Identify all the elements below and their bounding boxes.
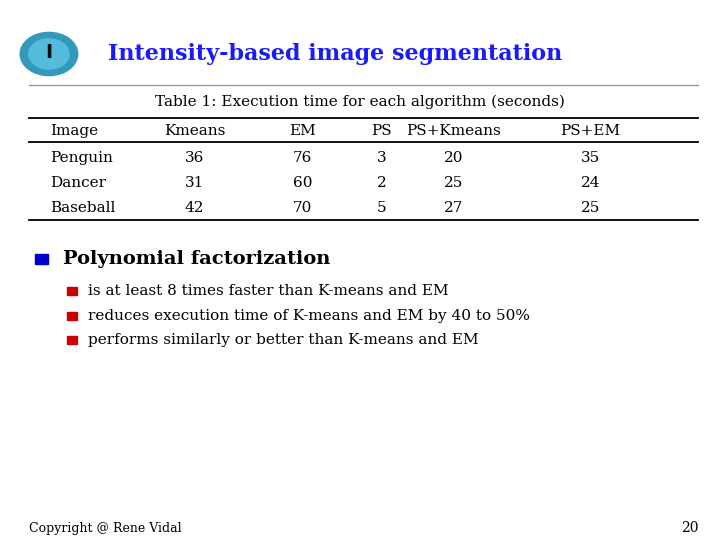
Circle shape: [29, 39, 69, 69]
Text: 60: 60: [292, 176, 312, 190]
Text: PS+EM: PS+EM: [560, 124, 621, 138]
Text: Copyright @ Rene Vidal: Copyright @ Rene Vidal: [29, 522, 181, 535]
Text: 20: 20: [444, 151, 464, 165]
Text: 25: 25: [444, 176, 463, 190]
Circle shape: [20, 32, 78, 76]
Bar: [67, 312, 77, 320]
Text: Image: Image: [50, 124, 99, 138]
Text: Kmeans: Kmeans: [163, 124, 225, 138]
Text: 70: 70: [293, 201, 312, 215]
Text: Baseball: Baseball: [50, 201, 116, 215]
Text: Dancer: Dancer: [50, 176, 107, 190]
Text: PS: PS: [372, 124, 392, 138]
Text: 5: 5: [377, 201, 387, 215]
Text: 3: 3: [377, 151, 387, 165]
Text: 27: 27: [444, 201, 463, 215]
Bar: [67, 336, 77, 344]
Text: Intensity-based image segmentation: Intensity-based image segmentation: [108, 43, 562, 65]
Text: Polynomial factorization: Polynomial factorization: [63, 250, 330, 268]
Text: 31: 31: [185, 176, 204, 190]
Text: PS+Kmeans: PS+Kmeans: [406, 124, 501, 138]
Text: 76: 76: [293, 151, 312, 165]
Text: 25: 25: [581, 201, 600, 215]
Text: performs similarly or better than K-means and EM: performs similarly or better than K-mean…: [88, 333, 479, 347]
Bar: [67, 287, 77, 295]
Text: 24: 24: [580, 176, 600, 190]
Text: 35: 35: [581, 151, 600, 165]
Text: 2: 2: [377, 176, 387, 190]
Text: Penguin: Penguin: [50, 151, 113, 165]
Text: 42: 42: [184, 201, 204, 215]
Text: reduces execution time of K-means and EM by 40 to 50%: reduces execution time of K-means and EM…: [88, 309, 530, 323]
Text: is at least 8 times faster than K-means and EM: is at least 8 times faster than K-means …: [88, 284, 449, 298]
Text: 20: 20: [681, 521, 698, 535]
Text: Table 1: Execution time for each algorithm (seconds): Table 1: Execution time for each algorit…: [155, 94, 565, 109]
Text: I: I: [45, 43, 53, 63]
Text: 36: 36: [185, 151, 204, 165]
Text: EM: EM: [289, 124, 316, 138]
Bar: [35, 254, 48, 264]
